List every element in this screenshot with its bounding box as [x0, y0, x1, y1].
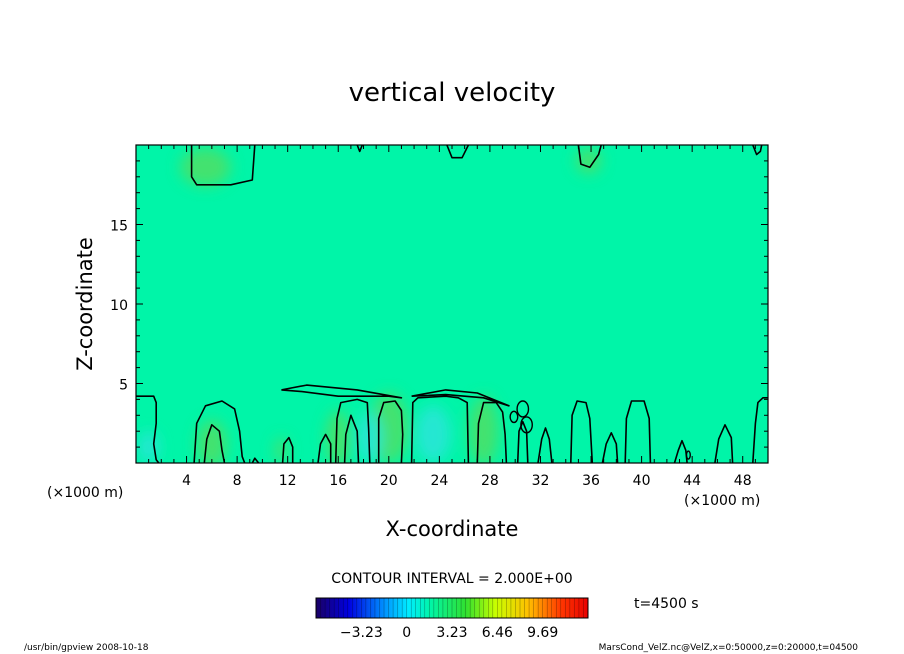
contour-line	[281, 436, 294, 463]
chart-title: vertical velocity	[349, 78, 556, 108]
x-tick-label: 4	[182, 473, 191, 489]
time-label: t=4500 s	[634, 596, 699, 612]
contour-line	[601, 432, 619, 463]
x-tick-label: 12	[279, 473, 297, 489]
downdraft-region	[357, 412, 383, 463]
contour-line	[356, 145, 364, 153]
x-tick-label: 20	[380, 473, 398, 489]
x-axis-label: X-coordinate	[386, 517, 519, 541]
colorbar-ticks: −3.23 0 3.23 6.46 9.69	[340, 625, 558, 641]
x-tick-label: 24	[430, 473, 448, 489]
contour-line	[752, 145, 763, 156]
x-axis: 4 8 12 16 20 24 28 32 36 40 44 48	[148, 145, 756, 489]
contour-line	[516, 420, 529, 463]
contour-line	[411, 389, 510, 407]
contour-line	[446, 145, 470, 159]
contour-line	[334, 398, 371, 463]
colorbar-tick-label: 0	[402, 625, 411, 641]
contour-line	[624, 400, 652, 463]
contour-ring	[509, 410, 519, 424]
x-tick-label: 44	[683, 473, 701, 489]
footer-left: /usr/bin/gpview 2008-10-18	[24, 643, 149, 653]
x-tick-label: 16	[329, 473, 347, 489]
contour-line	[203, 424, 226, 463]
contour-line	[193, 400, 246, 463]
y-tick-label: 15	[110, 219, 128, 235]
contour-line	[577, 145, 602, 169]
y-tick-label: 10	[110, 298, 128, 314]
contour-line	[251, 457, 260, 463]
contour-line	[136, 395, 160, 463]
x-tick-label: 40	[633, 473, 651, 489]
contour-line	[752, 397, 768, 463]
colorbar	[315, 597, 589, 619]
contour-interval: CONTOUR INTERVAL = 2.000E+00	[331, 571, 572, 587]
contour-ring	[685, 450, 691, 460]
x-tick-label: 8	[233, 473, 242, 489]
contour-line	[410, 395, 470, 463]
downdraft-region	[415, 405, 451, 463]
updraft-region	[180, 148, 231, 187]
x-tick-label: 36	[582, 473, 600, 489]
x-tick-label: 48	[734, 473, 752, 489]
footer-right: MarsCond_VelZ.nc@VelZ,x=0:50000,z=0:2000…	[599, 643, 859, 653]
colorbar-tick-label: 3.23	[436, 625, 467, 641]
contour-line	[714, 424, 734, 463]
y-axis: 5 10 15	[110, 160, 768, 448]
updraft-region	[468, 396, 499, 463]
updraft-region	[575, 148, 602, 174]
contour-line	[570, 400, 594, 463]
contour-line	[317, 433, 332, 463]
x-tick-label: 28	[481, 473, 499, 489]
x-unit-left: (×1000 m)	[47, 485, 123, 501]
contour-ring	[516, 400, 530, 418]
plot-area	[136, 145, 768, 463]
contour-ring	[520, 416, 533, 434]
contour-line	[190, 145, 256, 186]
colorbar-tick-label: −3.23	[340, 625, 383, 641]
contour-line	[377, 400, 404, 463]
contour-line	[281, 384, 403, 399]
colorbar-tick-label: 6.46	[482, 625, 513, 641]
y-tick-label: 5	[119, 378, 128, 394]
colorbar-tick-label: 9.69	[527, 625, 558, 641]
contour-line	[537, 427, 553, 463]
colorbar-segments	[320, 598, 584, 618]
contour-lines	[136, 145, 768, 463]
x-tick-label: 32	[532, 473, 550, 489]
y-axis-label: Z-coordinate	[73, 237, 97, 371]
contour-line	[343, 414, 360, 463]
x-unit-right: (×1000 m)	[684, 493, 760, 509]
